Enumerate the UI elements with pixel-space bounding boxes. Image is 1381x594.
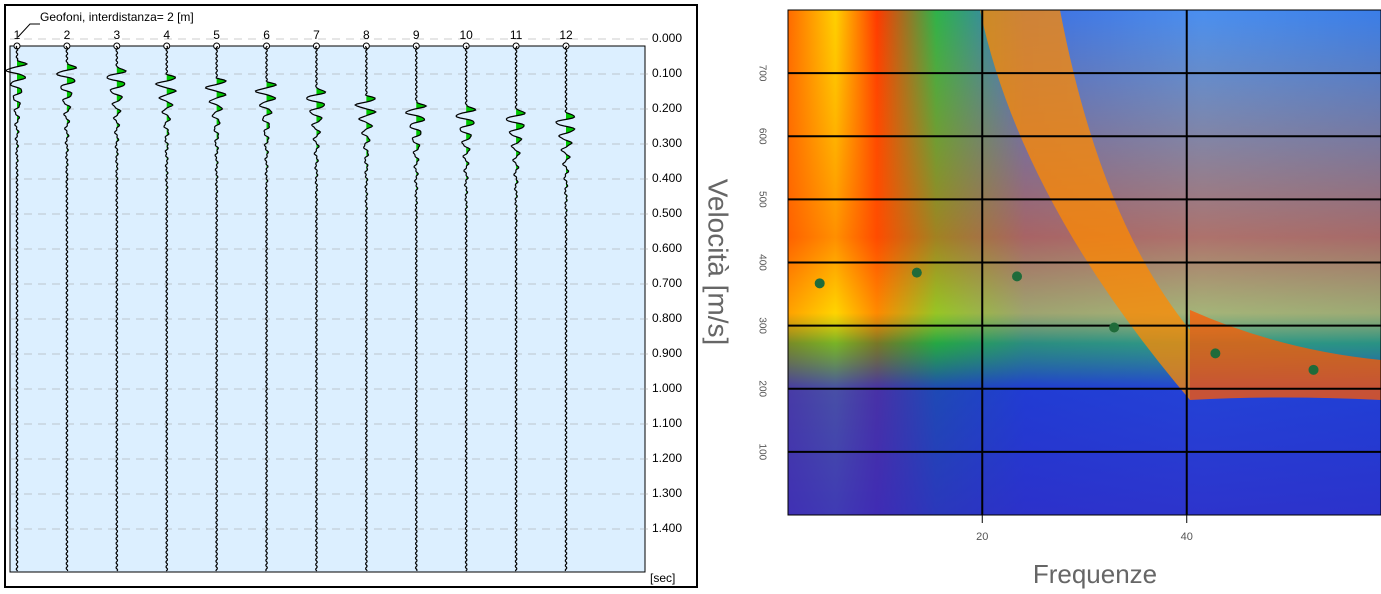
y-tick-label: 1.000 [652,381,682,395]
title-leader [17,23,40,38]
trace-fill [17,60,27,183]
x-tick-label: 6 [263,28,270,42]
trace [55,45,78,572]
y-axis-label: Velocità [m/s] [703,179,734,346]
pick-point [1109,322,1120,333]
y-tick-label: 0.300 [652,136,682,150]
x-tick-label: 10 [460,28,474,42]
y-tick-label: 100 [756,444,767,461]
y-tick-label: 700 [756,65,767,82]
x-tick-label: 9 [413,28,420,42]
trace-fill [566,112,575,235]
x-tick-label: 3 [113,28,120,42]
geophone [63,42,71,50]
spectrum-band [980,10,1190,400]
trace [455,45,477,572]
x-tick-label: 5 [213,28,220,42]
y-tick-label: 200 [756,380,767,397]
y-tick-label: 0.600 [652,241,682,255]
trace [505,45,526,572]
x-tick-label: 7 [313,28,320,42]
y-tick-label: 0.200 [652,101,682,115]
trace [204,45,228,572]
pick-point [911,267,922,278]
trace-fill [166,74,177,197]
y-tick-label: 1.100 [652,416,682,430]
geophone [412,42,420,50]
x-tick-label: 40 [1181,531,1193,543]
x-tick-label: 4 [163,28,170,42]
y-tick-label: 300 [756,317,767,334]
y-tick-label: 0.900 [652,346,682,360]
trace-fill [366,95,376,218]
geophone [562,42,570,50]
pick-point [1012,271,1023,282]
y-tick-label: 0.000 [652,31,682,45]
trace [5,45,29,572]
trace [106,45,127,572]
y-unit: [sec] [650,571,675,585]
spectrum-band [1190,310,1381,400]
y-tick-label: 0.100 [652,66,682,80]
y-tick-label: 600 [756,128,767,145]
pick-point [1210,348,1221,359]
y-tick-label: 0.500 [652,206,682,220]
trace [306,45,327,572]
x-axis-label: Frequenze [1033,559,1157,589]
trace-fill [66,63,77,186]
trace [154,45,178,572]
trace [405,45,428,572]
trace-fill [116,67,126,190]
trace-fill [416,102,427,225]
x-tick-label: 11 [510,28,523,42]
x-tick-label: 1 [14,28,21,42]
x-tick-label: 20 [976,531,988,543]
y-tick-label: 1.400 [652,521,682,535]
y-tick-label: 0.400 [652,171,682,185]
trace-fill [266,81,277,204]
trace [555,45,576,572]
x-tick-label: 12 [559,28,573,42]
y-tick-label: 500 [756,191,767,208]
geophone [213,42,221,50]
pick-point [1308,364,1319,375]
trace [254,45,278,572]
pick-point [814,278,825,289]
trace-fill [216,77,226,200]
trace-fill [466,105,476,228]
x-tick-label: 2 [64,28,71,42]
y-tick-label: 0.800 [652,311,682,325]
y-tick-label: 1.200 [652,451,682,465]
geophone [362,42,370,50]
x-tick-label: 8 [363,28,370,42]
trace-area [9,45,646,573]
y-tick-label: 0.700 [652,276,682,290]
trace [354,45,377,572]
trace-fill [316,88,326,211]
left-frame [4,4,698,588]
trace-fill [516,109,526,232]
y-tick-label: 400 [756,254,767,271]
y-tick-label: 1.300 [652,486,682,500]
chart-title: Geofoni, interdistanza= 2 [m] [40,10,194,24]
geophone [512,42,520,50]
